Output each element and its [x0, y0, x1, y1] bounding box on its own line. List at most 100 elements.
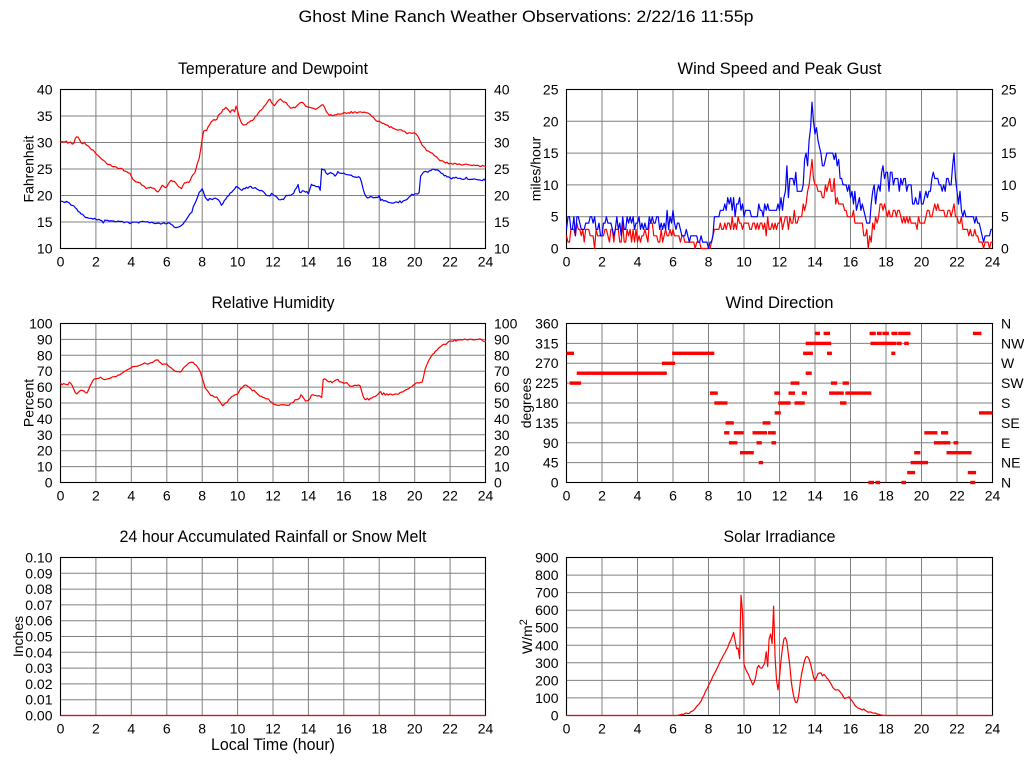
svg-text:24: 24: [478, 254, 494, 270]
svg-text:0.01: 0.01: [25, 692, 52, 708]
svg-text:0: 0: [57, 488, 65, 504]
svg-text:E: E: [1001, 435, 1010, 451]
svg-text:25: 25: [494, 161, 510, 177]
svg-text:Temperature and Dewpoint: Temperature and Dewpoint: [178, 59, 368, 78]
svg-text:24: 24: [478, 488, 494, 504]
svg-text:0: 0: [563, 254, 571, 270]
svg-text:4: 4: [127, 488, 135, 504]
svg-text:20: 20: [543, 113, 559, 129]
svg-text:22: 22: [442, 488, 458, 504]
svg-text:10: 10: [543, 177, 559, 193]
svg-text:225: 225: [535, 375, 559, 391]
svg-text:8: 8: [705, 721, 713, 737]
svg-text:degrees: degrees: [518, 378, 534, 429]
svg-text:90: 90: [37, 331, 53, 347]
svg-text:0.05: 0.05: [25, 629, 52, 645]
svg-text:16: 16: [843, 254, 859, 270]
svg-text:25: 25: [1001, 82, 1017, 98]
svg-text:4: 4: [634, 721, 642, 737]
svg-text:70: 70: [37, 363, 53, 379]
svg-text:8: 8: [198, 721, 206, 737]
svg-text:0: 0: [45, 475, 53, 491]
svg-text:12: 12: [772, 254, 788, 270]
svg-text:16: 16: [843, 721, 859, 737]
svg-text:2: 2: [92, 488, 100, 504]
svg-text:0: 0: [563, 721, 571, 737]
svg-text:24: 24: [985, 721, 1001, 737]
svg-text:0.06: 0.06: [25, 613, 52, 629]
svg-text:10: 10: [494, 241, 510, 257]
svg-text:22: 22: [442, 254, 458, 270]
svg-text:20: 20: [1001, 113, 1017, 129]
svg-text:W/m2: W/m2: [518, 619, 535, 654]
svg-text:6: 6: [163, 254, 171, 270]
svg-text:20: 20: [407, 488, 423, 504]
svg-text:40: 40: [494, 82, 510, 98]
svg-text:14: 14: [807, 254, 823, 270]
svg-text:0: 0: [57, 254, 65, 270]
svg-text:6: 6: [669, 488, 677, 504]
svg-text:24: 24: [478, 721, 494, 737]
svg-text:Relative Humidity: Relative Humidity: [212, 293, 335, 312]
svg-text:30: 30: [37, 427, 53, 443]
svg-text:2: 2: [598, 254, 606, 270]
svg-text:10: 10: [494, 459, 510, 475]
svg-text:24: 24: [985, 488, 1001, 504]
svg-text:2: 2: [92, 254, 100, 270]
svg-text:40: 40: [494, 411, 510, 427]
svg-text:0.04: 0.04: [25, 644, 52, 660]
svg-text:Wind Direction: Wind Direction: [726, 293, 834, 312]
svg-text:20: 20: [37, 443, 53, 459]
svg-text:Solar Irradiance: Solar Irradiance: [724, 527, 836, 546]
svg-text:NE: NE: [1001, 455, 1020, 471]
svg-text:Ghost Mine Ranch Weather Obser: Ghost Mine Ranch Weather Observations: 2…: [299, 7, 754, 26]
svg-text:10: 10: [230, 721, 246, 737]
svg-text:22: 22: [949, 488, 965, 504]
svg-text:12: 12: [265, 721, 281, 737]
svg-text:16: 16: [336, 254, 352, 270]
svg-text:0: 0: [1001, 241, 1009, 257]
svg-text:20: 20: [37, 188, 53, 204]
svg-text:W: W: [1001, 355, 1015, 371]
svg-text:8: 8: [705, 488, 713, 504]
svg-text:16: 16: [336, 721, 352, 737]
svg-text:6: 6: [669, 254, 677, 270]
svg-text:24 hour Accumulated Rainfall o: 24 hour Accumulated Rainfall or Snow Mel…: [120, 527, 427, 546]
svg-text:18: 18: [878, 488, 894, 504]
svg-text:0.00: 0.00: [25, 708, 52, 724]
svg-text:700: 700: [535, 585, 559, 601]
svg-text:18: 18: [878, 721, 894, 737]
svg-text:0.07: 0.07: [25, 597, 52, 613]
svg-text:100: 100: [535, 690, 559, 706]
svg-text:10: 10: [736, 488, 752, 504]
svg-text:2: 2: [598, 721, 606, 737]
svg-text:4: 4: [634, 254, 642, 270]
svg-text:18: 18: [371, 254, 387, 270]
svg-text:600: 600: [535, 602, 559, 618]
svg-text:20: 20: [407, 254, 423, 270]
svg-text:N: N: [1001, 316, 1011, 332]
svg-text:20: 20: [914, 488, 930, 504]
svg-text:Fahrenheit: Fahrenheit: [21, 135, 37, 202]
svg-text:315: 315: [535, 335, 559, 351]
svg-text:10: 10: [230, 254, 246, 270]
svg-text:0.08: 0.08: [25, 581, 52, 597]
svg-text:60: 60: [37, 379, 53, 395]
svg-text:12: 12: [265, 488, 281, 504]
svg-text:10: 10: [37, 459, 53, 475]
svg-text:20: 20: [407, 721, 423, 737]
svg-text:20: 20: [914, 254, 930, 270]
svg-text:2: 2: [598, 488, 606, 504]
svg-text:Wind Speed and Peak Gust: Wind Speed and Peak Gust: [678, 59, 882, 78]
svg-text:0.02: 0.02: [25, 676, 52, 692]
svg-text:14: 14: [301, 254, 317, 270]
svg-text:S: S: [1001, 395, 1010, 411]
svg-text:N: N: [1001, 475, 1011, 491]
svg-text:20: 20: [494, 443, 510, 459]
svg-text:22: 22: [949, 254, 965, 270]
svg-text:0.09: 0.09: [25, 565, 52, 581]
svg-text:16: 16: [843, 488, 859, 504]
svg-text:Inches: Inches: [10, 616, 26, 657]
svg-text:15: 15: [1001, 145, 1017, 161]
svg-text:0: 0: [551, 475, 559, 491]
